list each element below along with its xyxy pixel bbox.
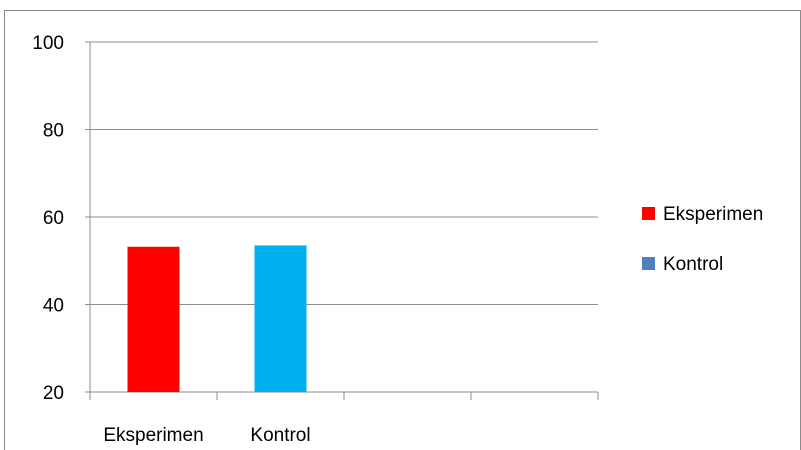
y-tick-label: 60: [43, 208, 64, 229]
y-tick-label: 80: [43, 121, 64, 142]
bar-kontrol: [254, 245, 307, 392]
bars: [127, 245, 307, 392]
y-tick-label: 40: [43, 296, 64, 317]
x-tick-labels: Eksperimen Kontrol: [103, 425, 310, 446]
y-tick-label: 100: [32, 33, 64, 54]
legend-label-kontrol: Kontrol: [663, 254, 723, 275]
y-tick-label: 20: [43, 383, 64, 404]
legend-swatch-kontrol: [642, 257, 655, 270]
bar-eksperimen: [127, 246, 180, 392]
legend: Eksperimen Kontrol: [642, 204, 763, 275]
legend-swatch-eksperimen: [642, 207, 655, 220]
x-tick-label: Kontrol: [250, 425, 310, 446]
x-tick-label: Eksperimen: [103, 425, 203, 446]
legend-label-eksperimen: Eksperimen: [663, 204, 763, 225]
y-tick-labels: 20 40 60 80 100: [32, 33, 64, 404]
